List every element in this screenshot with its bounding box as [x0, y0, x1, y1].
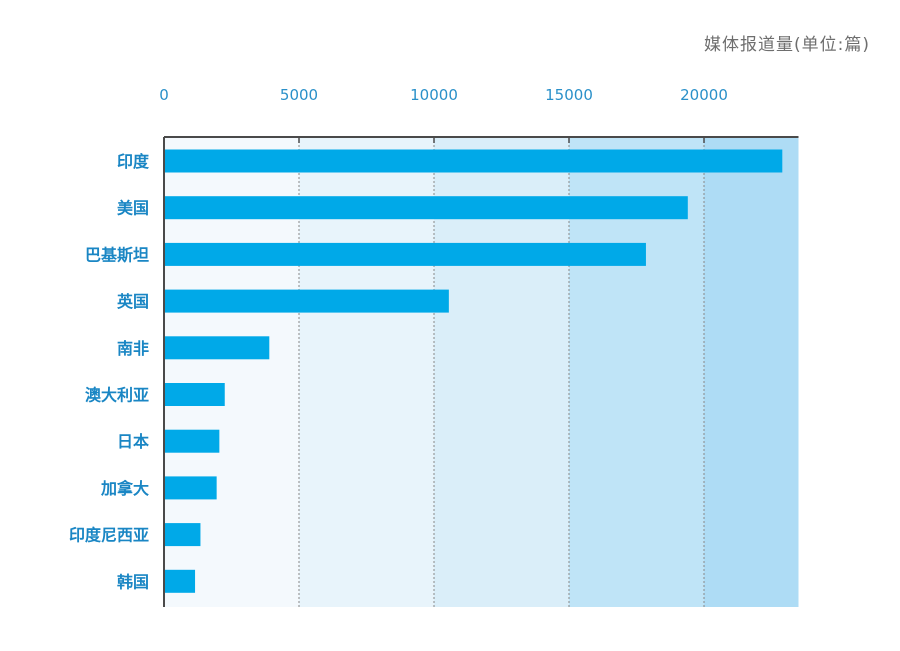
x-tick-label: 15000: [545, 86, 593, 104]
bar: [165, 476, 217, 500]
category-label: 印度: [117, 152, 150, 171]
x-tick-label: 5000: [280, 86, 318, 104]
bar: [165, 569, 196, 593]
bar: [165, 523, 201, 547]
category-label: 英国: [116, 292, 149, 311]
category-label: 韩国: [117, 572, 149, 591]
bar: [165, 289, 449, 313]
bar: [165, 242, 646, 266]
background-band: [704, 137, 799, 607]
category-label: 日本: [117, 432, 149, 451]
category-label: 加拿大: [100, 479, 149, 498]
category-label: 巴基斯坦: [85, 245, 149, 264]
category-label: 澳大利亚: [85, 386, 149, 405]
x-tick-label: 20000: [680, 86, 728, 104]
bar: [165, 196, 688, 220]
unit-label: 媒体报道量(单位:篇): [704, 35, 870, 55]
category-label: 美国: [117, 199, 149, 218]
x-tick-label: 10000: [410, 86, 458, 104]
category-label: 南非: [117, 339, 149, 358]
category-label: 印度尼西亚: [69, 526, 149, 545]
bar: [165, 383, 225, 406]
bar: [165, 429, 220, 453]
bar: [165, 149, 783, 173]
x-tick-label: 0: [159, 86, 169, 104]
bar: [165, 336, 270, 360]
